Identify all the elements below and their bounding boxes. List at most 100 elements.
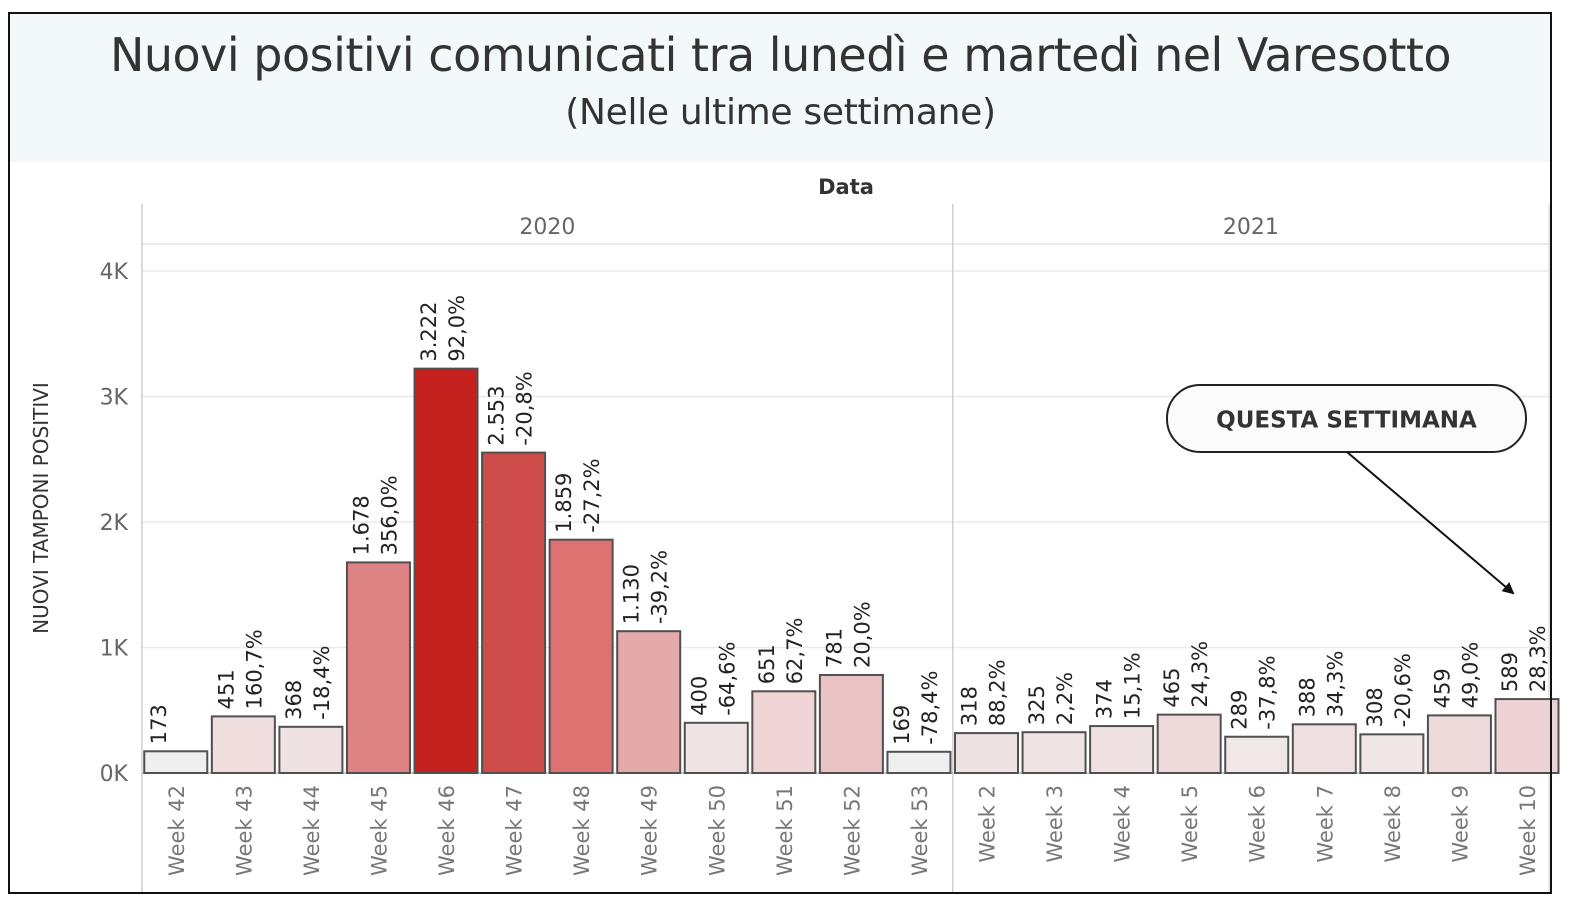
pct-label: 92,0% <box>445 295 469 362</box>
value-label: 465 <box>1160 668 1184 708</box>
annotation-box <box>1166 384 1527 453</box>
bar <box>278 725 344 774</box>
value-label: 374 <box>1093 679 1117 719</box>
value-label: 289 <box>1228 690 1252 730</box>
data-labels: 173 451 160,7% 368 -18,4% 1.678 356,0% 3.222 92,… <box>147 295 1550 745</box>
bar <box>210 715 276 774</box>
y-tick-label: 1K <box>100 637 129 662</box>
y-tick-label: 4K <box>100 260 129 285</box>
value-label: 451 <box>214 669 238 709</box>
pct-label: 24,3% <box>1188 641 1212 708</box>
pct-label: -78,4% <box>918 670 942 744</box>
x-tick-label: Week 44 <box>300 785 324 876</box>
x-tick-label: Week 5 <box>1178 785 1202 863</box>
year-label: 2020 <box>519 215 575 240</box>
bar <box>683 721 749 774</box>
x-tick-label: Week 7 <box>1313 785 1337 863</box>
value-label: 173 <box>147 704 171 744</box>
x-tick-label: Week 53 <box>908 785 932 876</box>
value-label: 325 <box>1025 685 1049 725</box>
y-tick-label: 3K <box>100 386 129 411</box>
bar <box>1359 733 1425 775</box>
chart-frame <box>8 12 1552 894</box>
x-tick-label: Week 45 <box>367 785 391 876</box>
value-label: 1.130 <box>620 564 644 624</box>
x-tick-label: Week 8 <box>1381 785 1405 863</box>
pct-label: -39,2% <box>648 550 672 624</box>
pct-label: 356,0% <box>377 475 401 555</box>
y-axis-title: NUOVI TAMPONI POSITIVI <box>29 382 53 634</box>
title-band <box>10 14 1551 162</box>
bar <box>1224 735 1290 775</box>
value-label: 459 <box>1430 668 1454 708</box>
pct-label: 49,0% <box>1458 642 1482 709</box>
pct-label: 34,3% <box>1323 651 1347 718</box>
pct-label: -27,2% <box>580 458 604 532</box>
x-tick-label: Week 42 <box>165 785 189 876</box>
x-tick-label: Week 48 <box>570 785 594 876</box>
value-label: 781 <box>822 628 846 668</box>
bar <box>345 561 411 775</box>
x-tick-label: Week 4 <box>1111 785 1135 863</box>
bar <box>481 451 547 774</box>
bar <box>954 732 1019 775</box>
bar <box>1426 714 1492 775</box>
x-tick-label: Week 3 <box>1043 785 1067 863</box>
x-tick-label: Week 49 <box>638 785 662 876</box>
bar <box>548 538 614 774</box>
value-label: 368 <box>282 680 306 720</box>
value-label: 400 <box>687 676 711 716</box>
pct-label: 28,3% <box>1526 625 1550 692</box>
bar <box>1021 731 1087 775</box>
y-tick-label: 0K <box>100 762 129 787</box>
chart-subtitle: (Nelle ultime settimane) <box>565 92 996 133</box>
pct-label: -20,8% <box>513 371 537 445</box>
column-header: Data <box>818 175 874 199</box>
pct-label: 2,2% <box>1053 672 1077 725</box>
bar <box>818 673 884 774</box>
annotation-text: QUESTA SETTIMANA <box>1216 408 1477 434</box>
bars <box>143 367 1560 775</box>
value-label: 169 <box>890 705 914 745</box>
bar <box>413 367 479 774</box>
bar <box>751 690 817 774</box>
value-label: 308 <box>1363 687 1387 727</box>
pct-label: -18,4% <box>310 646 334 720</box>
chart-title: Nuovi positivi comunicati tra lunedì e m… <box>109 28 1452 82</box>
value-label: 1.859 <box>552 473 576 533</box>
value-label: 2.553 <box>485 385 509 445</box>
value-label: 1.678 <box>349 495 373 555</box>
value-label: 3.222 <box>417 302 441 362</box>
pct-label: 160,7% <box>242 629 266 709</box>
value-label: 651 <box>755 644 779 684</box>
bar <box>616 630 682 774</box>
x-tick-label: Week 51 <box>773 785 797 876</box>
bar <box>1156 713 1222 775</box>
pct-label: -37,8% <box>1256 655 1280 729</box>
annotation-arrow <box>1346 451 1515 595</box>
x-tick-label: Week 52 <box>840 785 864 876</box>
x-tick-label: Week 43 <box>232 785 256 876</box>
x-tick-label: Week 2 <box>976 785 1000 863</box>
x-tick-label: Week 10 <box>1516 785 1540 876</box>
x-tick-label: Week 6 <box>1246 785 1270 863</box>
x-tick-label: Week 46 <box>435 785 459 876</box>
annotation: QUESTA SETTIMANA <box>1166 384 1527 595</box>
x-tick-label: Week 47 <box>503 785 527 876</box>
year-label: 2021 <box>1223 215 1279 240</box>
x-tick-label: Week 9 <box>1448 785 1472 863</box>
y-tick-label: 2K <box>100 511 129 536</box>
pct-label: 20,0% <box>850 601 874 668</box>
pct-label: 88,2% <box>986 659 1010 726</box>
bar <box>1494 698 1560 775</box>
value-label: 388 <box>1295 677 1319 717</box>
bar <box>886 750 952 775</box>
bar <box>1089 725 1155 774</box>
pct-label: 15,1% <box>1121 652 1145 719</box>
pct-label: 62,7% <box>783 618 807 685</box>
value-label: 589 <box>1498 652 1522 692</box>
bar <box>143 750 209 775</box>
pct-label: -64,6% <box>715 642 739 716</box>
x-tick-label: Week 50 <box>705 785 729 876</box>
